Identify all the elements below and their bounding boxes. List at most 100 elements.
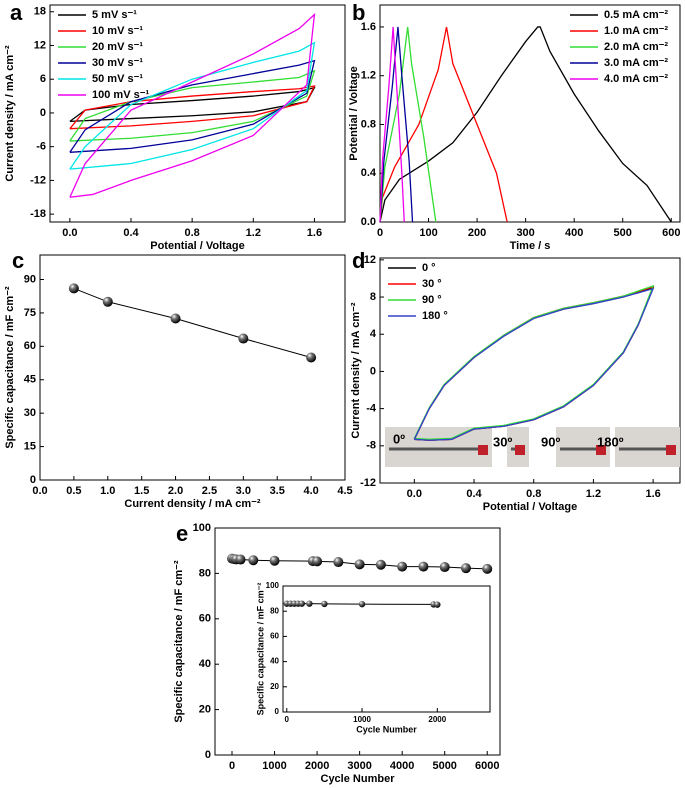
data-point xyxy=(170,313,181,324)
series-line xyxy=(413,286,655,441)
x-tick-label: 0.0 xyxy=(62,227,77,239)
data-point xyxy=(235,554,246,565)
y-tick-label: 60 xyxy=(199,613,211,625)
data-point xyxy=(354,559,365,570)
y-tick-label: 20 xyxy=(270,682,279,691)
x-tick-label: 3.5 xyxy=(270,485,285,497)
y-tick-label: 12 xyxy=(34,39,46,51)
x-tick-label: 3000 xyxy=(347,760,371,772)
y-tick-label: -6 xyxy=(36,141,46,153)
x-axis-label: Potential / Voltage xyxy=(150,240,245,252)
x-tick-label: 5000 xyxy=(432,760,456,772)
plot-frame xyxy=(379,4,681,223)
legend-label: 5 mV s⁻¹ xyxy=(92,9,137,21)
y-tick-label: 90 xyxy=(24,273,36,285)
y-tick-label: 60 xyxy=(24,340,36,352)
annotation: 90º xyxy=(541,434,560,449)
x-tick-label: 1000 xyxy=(353,715,371,724)
y-tick-label: 0 xyxy=(40,107,46,119)
photo-clip xyxy=(596,445,606,455)
legend-label: 0.5 mA cm⁻² xyxy=(604,9,668,21)
x-axis-label: Time / s xyxy=(510,240,551,252)
x-tick-label: 2.0 xyxy=(168,485,183,497)
data-point xyxy=(248,555,259,566)
y-tick-label: -18 xyxy=(30,208,46,220)
y-tick-label: 80 xyxy=(270,606,279,615)
y-tick-label: 20 xyxy=(199,704,211,716)
y-tick-label: 0.8 xyxy=(361,118,376,130)
data-point xyxy=(434,601,441,608)
series-line xyxy=(413,285,655,441)
y-axis-label: Specific capacitance / mF cm⁻² xyxy=(4,286,16,449)
x-tick-label: 2.5 xyxy=(202,485,217,497)
x-tick-label: 2000 xyxy=(428,715,446,724)
x-tick-label: 0.8 xyxy=(185,227,200,239)
y-tick-label: 0 xyxy=(205,749,211,761)
y-tick-label: 6 xyxy=(40,73,46,85)
x-tick-label: 0.0 xyxy=(407,488,422,500)
series-line xyxy=(69,12,316,198)
data-point xyxy=(439,562,450,573)
series-line xyxy=(379,26,508,223)
y-tick-label: 0 xyxy=(370,365,376,377)
x-tick-label: 600 xyxy=(662,227,680,239)
x-tick-label: 0.5 xyxy=(66,485,81,497)
y-tick-label: 0 xyxy=(30,474,36,486)
x-axis-label: Current density / mA cm⁻² xyxy=(124,498,261,510)
legend-label: 100 mV s⁻¹ xyxy=(92,89,150,101)
legend-label: 3.0 mA cm⁻² xyxy=(604,57,668,69)
data-point xyxy=(312,556,323,567)
y-axis-label: Potential / Voltage xyxy=(348,66,360,161)
x-tick-label: 0 xyxy=(285,715,290,724)
data-point xyxy=(238,333,249,344)
x-tick-label: 4.5 xyxy=(337,485,352,497)
y-tick-label: 0.4 xyxy=(361,167,377,179)
series-line xyxy=(69,69,316,142)
x-tick-label: 1.6 xyxy=(645,488,660,500)
legend-label: 20 mV s⁻¹ xyxy=(92,41,143,53)
x-tick-label: 100 xyxy=(419,227,437,239)
series-line xyxy=(413,287,655,441)
y-axis-label: Current density / mA cm⁻² xyxy=(4,45,16,182)
series-line xyxy=(379,26,405,223)
data-point xyxy=(298,600,306,607)
y-tick-label: 100 xyxy=(193,522,211,534)
x-tick-label: 0.4 xyxy=(123,227,139,239)
photo xyxy=(385,427,492,467)
legend-label: 180 ° xyxy=(422,310,448,322)
plot-frame xyxy=(214,527,501,756)
panel-letter: e xyxy=(176,521,188,546)
legend-label: 50 mV s⁻¹ xyxy=(92,73,143,85)
y-tick-label: -12 xyxy=(360,477,376,489)
legend-label: 90 ° xyxy=(422,294,442,306)
y-tick-label: 8 xyxy=(370,291,376,303)
legend-label: 30 mV s⁻¹ xyxy=(92,57,143,69)
series-line xyxy=(69,41,316,170)
photo-clip xyxy=(666,445,676,455)
x-tick-label: 200 xyxy=(468,227,486,239)
x-tick-label: 2000 xyxy=(305,760,329,772)
x-tick-label: 1.0 xyxy=(100,485,115,497)
x-tick-label: 6000 xyxy=(475,760,499,772)
panel-letter: b xyxy=(352,0,365,25)
data-point xyxy=(321,600,328,608)
y-tick-label: 1.2 xyxy=(361,70,376,82)
x-tick-label: 0.4 xyxy=(466,488,482,500)
x-axis-label: Cycle Number xyxy=(356,724,417,734)
y-tick-label: -8 xyxy=(366,440,376,452)
x-tick-label: 0 xyxy=(377,227,383,239)
x-axis-label: Potential / Voltage xyxy=(483,501,578,513)
annotation: 0º xyxy=(393,431,405,446)
y-tick-label: 60 xyxy=(270,632,279,641)
data-point xyxy=(397,561,408,572)
y-tick-label: -12 xyxy=(30,174,46,186)
x-tick-label: 4.0 xyxy=(303,485,318,497)
x-tick-label: 1.2 xyxy=(586,488,601,500)
photo-clip xyxy=(515,445,525,455)
x-tick-label: 1.2 xyxy=(246,227,261,239)
y-tick-label: 75 xyxy=(24,307,36,319)
annotation: 30º xyxy=(493,434,512,449)
plot-frame xyxy=(282,585,491,713)
data-point xyxy=(306,600,313,607)
